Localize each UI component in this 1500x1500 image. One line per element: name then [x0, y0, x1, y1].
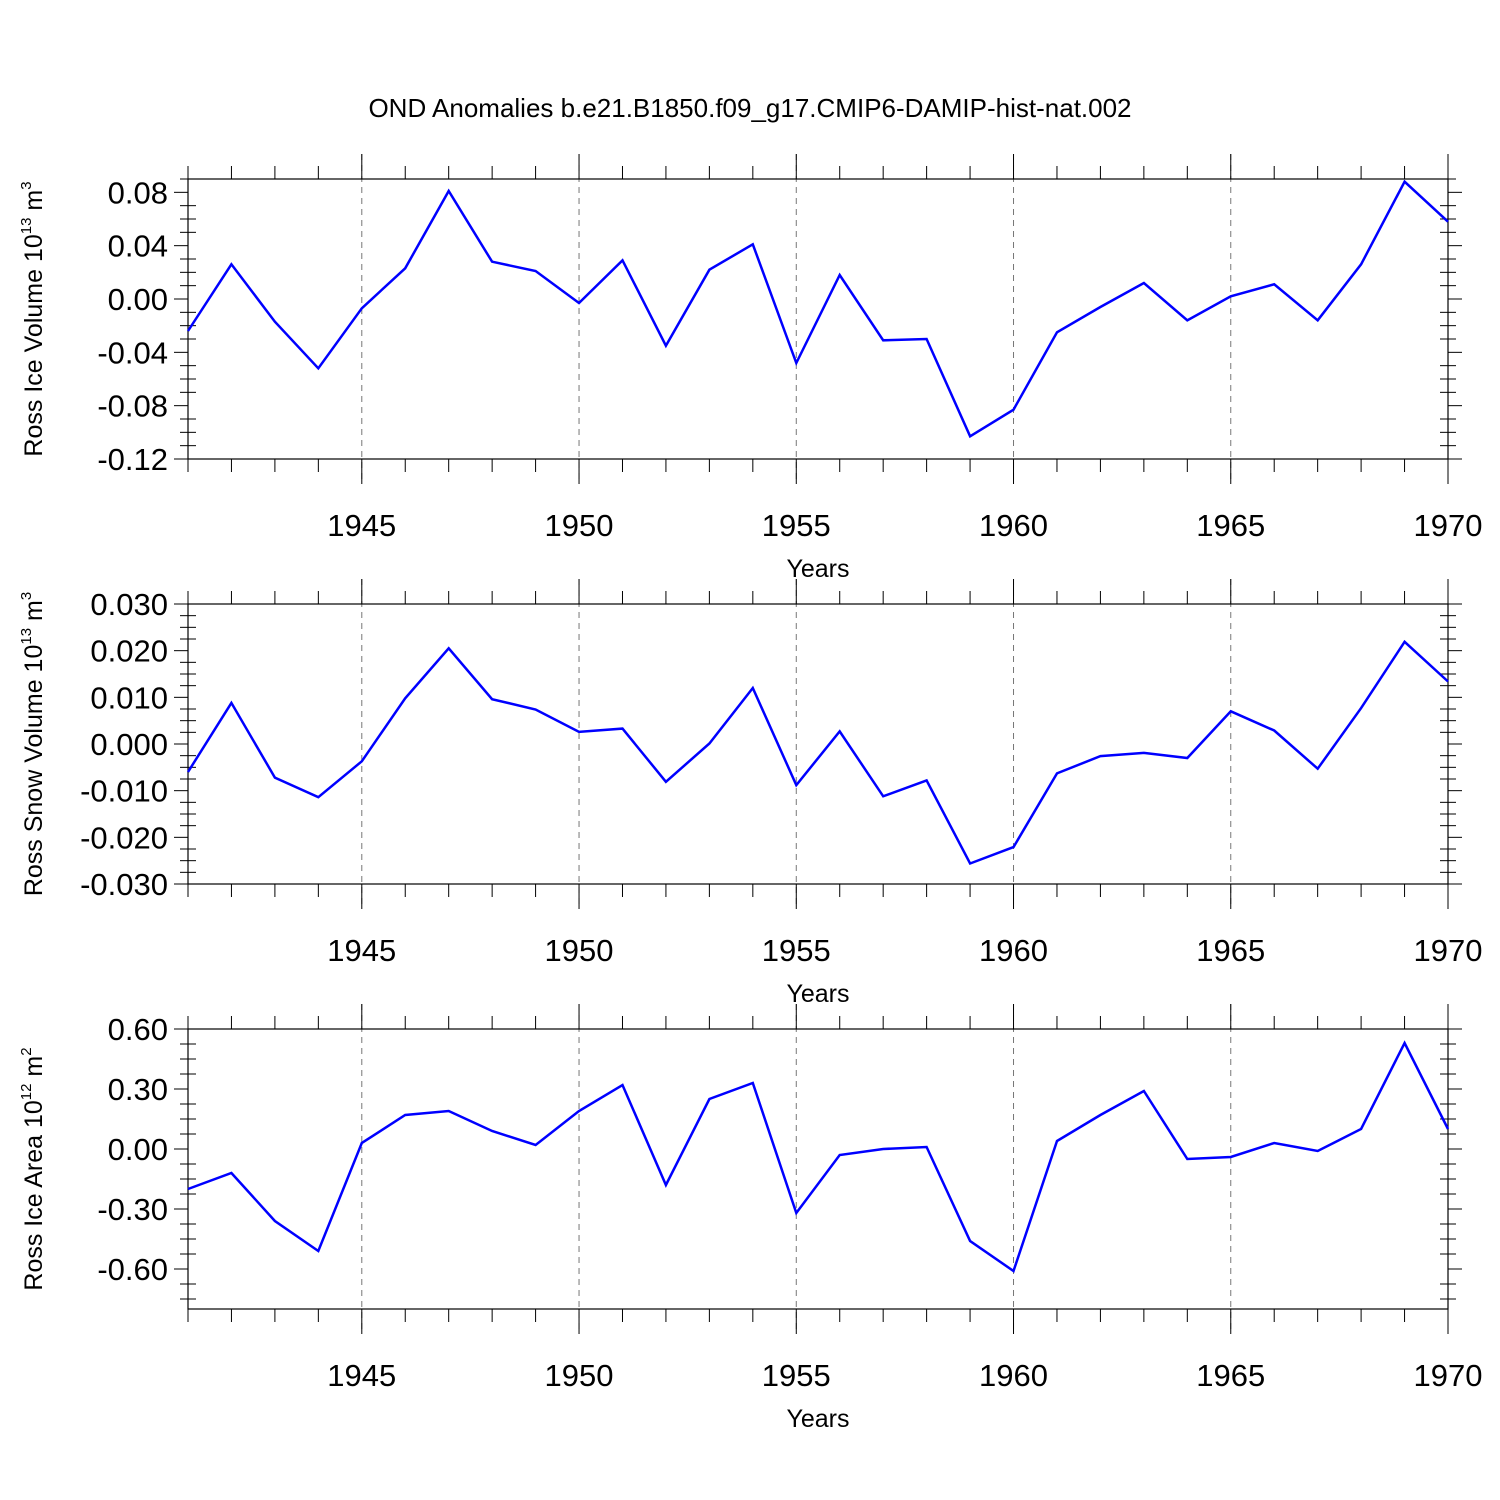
y-axis-title: Ross Ice Area 1012 m2 [18, 1047, 48, 1290]
series-line-1 [187, 1040, 1450, 1273]
y-tick-label: -0.12 [97, 442, 168, 477]
series-line-1 [186, 179, 1449, 439]
chart-panel-2: 0.030 0.020 0.010 0.000 -0.010 -0.020 -0.030 19… [18, 579, 1482, 1008]
y-tick-label: 0.000 [90, 727, 168, 762]
y-tick-label: -0.04 [97, 335, 168, 370]
y-tick-label: 0.60 [108, 1012, 168, 1047]
y-tick-label: -0.30 [97, 1192, 168, 1227]
x-tick-label: 1950 [545, 508, 614, 543]
y-tick-label: -0.08 [97, 389, 168, 424]
x-axis-title: Years [786, 1405, 849, 1433]
figure-title: OND Anomalies b.e21.B1850.f09_g17.CMIP6-… [368, 93, 1131, 123]
y-tick-label: 0.08 [108, 175, 168, 210]
series-line-1 [186, 639, 1449, 866]
x-tick-label: 1945 [327, 508, 396, 543]
x-tick-label: 1955 [762, 1358, 831, 1393]
y-tick-label: 0.00 [108, 282, 168, 317]
chart-panel-1: 0.08 0.04 0.00 -0.04 -0.08 -0.12 1945 1950 1955 1… [18, 154, 1482, 583]
x-tick-label: 1960 [979, 508, 1048, 543]
x-tick-label: 1970 [1414, 933, 1483, 968]
x-tick-label: 1960 [979, 1358, 1048, 1393]
chart-panel-3: 0.60 0.30 0.00 -0.30 -0.60 1945 1950 1955 1960 19… [18, 1004, 1482, 1433]
y-tick-label: 0.030 [90, 587, 168, 622]
x-tick-label: 1960 [979, 933, 1048, 968]
x-axis-title: Years [786, 555, 849, 583]
x-tick-label: 1955 [762, 508, 831, 543]
y-tick-label: -0.030 [80, 867, 168, 902]
x-tick-label: 1945 [327, 1358, 396, 1393]
x-tick-label: 1965 [1196, 508, 1265, 543]
x-axis-title: Years [786, 980, 849, 1008]
y-tick-label: 0.30 [108, 1072, 168, 1107]
y-tick-label: 0.010 [90, 680, 168, 715]
y-tick-label: 0.04 [108, 229, 168, 264]
x-tick-label: 1970 [1414, 508, 1483, 543]
plot-frame [187, 603, 1449, 885]
y-tick-label: 0.020 [90, 634, 168, 669]
x-tick-label: 1965 [1196, 1358, 1265, 1393]
plot-frame [187, 178, 1449, 460]
x-tick-label: 1955 [762, 933, 831, 968]
y-axis-title: Ross Snow Volume 1013 m3 [18, 592, 48, 896]
y-tick-label: 0.00 [108, 1132, 168, 1167]
x-tick-label: 1945 [327, 933, 396, 968]
x-tick-label: 1950 [545, 933, 614, 968]
y-tick-label: -0.020 [80, 820, 168, 855]
x-tick-label: 1965 [1196, 933, 1265, 968]
x-tick-label: 1950 [545, 1358, 614, 1393]
x-tick-label: 1970 [1414, 1358, 1483, 1393]
plot-frame [187, 1028, 1449, 1310]
y-tick-label: -0.010 [80, 774, 168, 809]
y-axis-title: Ross Ice Volume 1013 m3 [18, 181, 48, 456]
chart-panels: 0.08 0.04 0.00 -0.04 -0.08 -0.12 1945 1950 1955 1… [18, 154, 1482, 1433]
y-tick-label: -0.60 [97, 1252, 168, 1287]
